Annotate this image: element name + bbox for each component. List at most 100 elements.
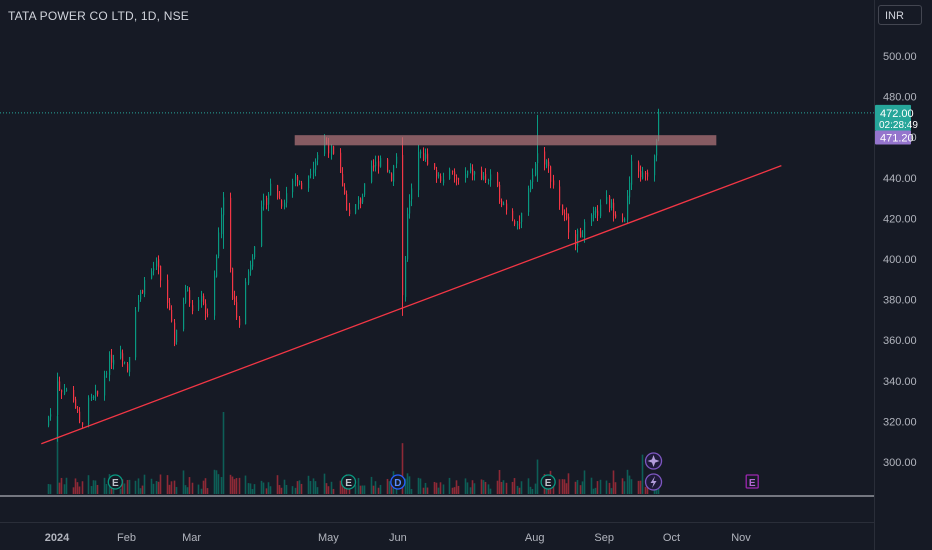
support-trendline[interactable]: [41, 165, 782, 445]
candle-body: [537, 153, 539, 164]
event-letter: E: [545, 478, 552, 489]
cursor-price-label: 471.20: [880, 132, 914, 144]
earnings-upcoming-icon[interactable]: [745, 474, 759, 489]
candle-body: [216, 256, 218, 277]
candle-body: [310, 174, 312, 176]
candle-body: [248, 271, 250, 284]
trendline[interactable]: [41, 165, 782, 445]
earnings-marker[interactable]: E: [745, 474, 759, 489]
volume-bar: [155, 481, 158, 494]
candle-body: [277, 185, 279, 198]
candle-body: [568, 216, 570, 233]
earnings-marker[interactable]: E: [540, 474, 556, 490]
resistance-zone-rect[interactable]: [294, 135, 717, 146]
candle-body: [658, 111, 660, 140]
volume-bar: [78, 486, 81, 494]
volume-bar: [143, 474, 146, 494]
earnings-icon[interactable]: [340, 474, 357, 490]
volume-bar: [372, 485, 375, 494]
candle-body: [205, 303, 207, 314]
candle-body: [142, 290, 144, 293]
candle-body: [91, 396, 93, 398]
resistance-zone[interactable]: [294, 135, 717, 146]
candle-body: [548, 161, 550, 167]
earnings-marker[interactable]: E: [107, 474, 123, 490]
volume-bar: [612, 470, 615, 494]
candle-body: [88, 397, 90, 425]
candle-body: [270, 183, 272, 196]
candle-body: [284, 202, 286, 208]
candle-body: [640, 171, 642, 177]
candle-body: [550, 166, 552, 182]
candle-body: [223, 197, 225, 216]
volume-bar: [119, 488, 122, 494]
candle-body: [308, 175, 310, 189]
volume-bar: [327, 486, 330, 494]
volume-bar: [614, 482, 617, 494]
candle-body: [328, 144, 330, 154]
candle-body: [203, 295, 205, 304]
candle-body: [488, 179, 490, 181]
volume-bar: [487, 484, 490, 494]
earnings-icon[interactable]: [107, 474, 123, 490]
candle-body: [427, 153, 429, 165]
candle-body: [268, 194, 270, 205]
volume-bar: [596, 481, 599, 494]
candle-body: [93, 396, 95, 399]
candle-body: [281, 200, 283, 207]
volume-bar: [592, 488, 595, 494]
candle-body: [615, 214, 617, 218]
candle-body: [449, 169, 451, 179]
y-tick-label: 500.00: [883, 51, 917, 63]
volume-bar: [121, 479, 124, 494]
candle-body: [109, 354, 111, 376]
candle-body: [342, 174, 344, 187]
candle-body: [140, 291, 142, 300]
candle-body: [391, 173, 393, 182]
candle-body: [411, 188, 413, 200]
volume-bar: [202, 480, 205, 494]
candle-body: [263, 199, 265, 206]
candle-body: [360, 198, 362, 204]
dividend-marker[interactable]: D: [390, 474, 406, 490]
volume-bar: [455, 480, 458, 494]
volume-bar: [386, 478, 389, 494]
dividend-icon[interactable]: [390, 474, 406, 490]
volume-bar: [213, 469, 216, 494]
candle-body: [456, 177, 458, 180]
volume-bar: [363, 485, 366, 494]
volume-bar: [56, 416, 59, 494]
volume-bar: [576, 480, 579, 494]
currency-button[interactable]: INR: [878, 5, 922, 25]
candle-body: [292, 180, 294, 193]
volume-bar: [610, 488, 613, 494]
volume-bar: [332, 488, 335, 494]
volume-bar: [641, 454, 644, 494]
volume-bar: [206, 488, 209, 494]
candle-body: [111, 354, 113, 363]
candle-body: [647, 172, 649, 177]
candle-body: [627, 195, 629, 220]
volume-bars: [47, 412, 660, 494]
volume-bar: [408, 476, 411, 494]
volume-bar: [235, 478, 238, 494]
candle-body: [656, 140, 658, 156]
volume-bar: [565, 483, 568, 494]
volume-bar: [433, 481, 436, 494]
candle-body: [176, 329, 178, 342]
volume-bar: [581, 481, 584, 494]
candle-body: [528, 188, 530, 213]
volume-bar: [186, 487, 189, 494]
volume-bar: [233, 479, 236, 494]
volume-bar: [141, 485, 144, 494]
earnings-icon[interactable]: [540, 474, 556, 490]
volume-bar: [422, 487, 425, 494]
candle-body: [454, 171, 456, 177]
volume-bar: [637, 480, 640, 494]
candle-body: [497, 173, 499, 187]
earnings-marker[interactable]: E: [340, 474, 357, 490]
y-tick-label: 380.00: [883, 295, 917, 307]
